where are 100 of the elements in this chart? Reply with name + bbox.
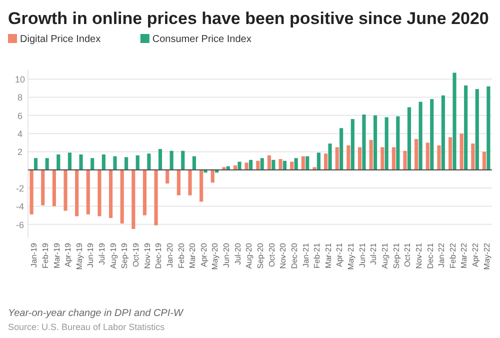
bar <box>90 158 94 170</box>
bar <box>267 155 271 170</box>
bar <box>192 156 196 170</box>
bar <box>430 99 434 170</box>
bar <box>369 140 373 170</box>
bar <box>176 170 180 196</box>
bar <box>437 145 441 170</box>
bar <box>68 152 72 170</box>
bar <box>324 154 328 170</box>
bar <box>120 170 124 224</box>
bar <box>222 167 226 170</box>
source-note: Source: U.S. Bureau of Labor Statistics <box>8 322 166 332</box>
bar <box>272 160 276 170</box>
x-tick-label: Oct-21 <box>403 242 412 268</box>
bar <box>238 162 242 170</box>
bar <box>282 160 287 170</box>
x-tick-label: Feb-22 <box>448 242 458 268</box>
x-tick-label: May-21 <box>346 242 356 270</box>
x-tick-label: Dec-21 <box>426 242 435 269</box>
bar <box>30 170 34 214</box>
bar <box>426 142 430 170</box>
y-tick-label: -2 <box>16 184 24 194</box>
y-tick-label: 8 <box>17 92 23 103</box>
bar <box>441 95 445 170</box>
bar <box>86 170 90 214</box>
bar <box>166 170 170 184</box>
x-tick-label: Jul-19 <box>98 242 107 265</box>
x-tick-label: Feb-19 <box>40 242 50 268</box>
bar <box>113 156 117 170</box>
bar <box>188 170 192 196</box>
bar <box>414 139 418 170</box>
y-tick-label: -4 <box>16 202 24 212</box>
bar <box>350 119 354 170</box>
bar <box>181 150 185 170</box>
x-tick-label: Dec-19 <box>154 242 164 269</box>
bar <box>278 158 282 170</box>
bar <box>290 162 294 170</box>
bar <box>154 170 158 226</box>
x-tick-label: Mar-19 <box>52 242 62 268</box>
x-tick-label: Mar-20 <box>188 242 198 268</box>
bar <box>108 170 113 218</box>
bar <box>392 147 396 170</box>
x-tick-label: Jan-20 <box>165 242 174 268</box>
bar <box>249 160 253 170</box>
bar <box>124 157 128 170</box>
x-tick-label: Sep-21 <box>392 242 401 269</box>
bar <box>448 137 452 170</box>
x-tick-label: Jul-21 <box>369 242 378 265</box>
bar <box>45 158 49 170</box>
x-tick-label: Dec-20 <box>290 242 299 269</box>
bar <box>75 170 79 216</box>
x-tick-label: May-20 <box>210 242 220 270</box>
bar <box>79 154 83 170</box>
y-tick-label: 2 <box>17 147 23 158</box>
bar <box>396 116 400 170</box>
x-tick-label: Oct-20 <box>267 242 276 268</box>
bar <box>403 150 407 170</box>
bar <box>362 114 366 170</box>
x-tick-label: Nov-21 <box>414 242 424 269</box>
legend-label: Digital Price Index <box>20 34 101 45</box>
bar <box>136 155 140 170</box>
bar <box>260 158 264 170</box>
bar <box>475 89 479 170</box>
bar <box>170 150 174 170</box>
bar <box>460 134 464 170</box>
bar <box>452 72 456 170</box>
bar <box>373 115 378 170</box>
x-tick-label: Apr-22 <box>471 242 480 268</box>
bar <box>256 160 260 170</box>
x-tick-label: Aug-21 <box>380 242 390 269</box>
bar <box>294 158 298 170</box>
x-tick-label: Oct-19 <box>132 242 141 268</box>
bar <box>358 147 362 170</box>
bar <box>380 147 384 170</box>
bar <box>244 162 248 170</box>
bar <box>407 107 412 170</box>
x-tick-label: Mar-22 <box>460 242 469 268</box>
y-tick-label: 10 <box>14 74 26 85</box>
x-tick-label: Nov-19 <box>142 242 152 269</box>
x-tick-label: Jun-21 <box>358 242 367 268</box>
x-tick-label: Jan-19 <box>30 242 39 268</box>
x-tick-label: May-19 <box>74 242 84 270</box>
bar <box>464 85 468 170</box>
x-tick-label: Jan-22 <box>437 242 446 268</box>
bar <box>486 86 490 170</box>
x-tick-label: Aug-20 <box>244 242 254 269</box>
text: Year-on-year change in DPI and CPI-W <box>8 308 184 319</box>
bar <box>384 117 388 170</box>
bar <box>418 102 422 170</box>
bar <box>301 156 305 170</box>
x-tick-label: Sep-19 <box>120 242 130 269</box>
x-tick-label: Aug-19 <box>108 242 118 269</box>
x-tick-label: Nov-20 <box>278 242 288 269</box>
y-tick-label: -6 <box>16 220 24 230</box>
bar <box>34 158 38 170</box>
x-tick-label: Jan-21 <box>301 242 310 268</box>
x-tick-label: Mar-21 <box>324 242 333 268</box>
bar <box>210 170 214 183</box>
x-tick-label: Apr-20 <box>199 242 208 268</box>
x-tick-label: Apr-19 <box>64 242 73 268</box>
